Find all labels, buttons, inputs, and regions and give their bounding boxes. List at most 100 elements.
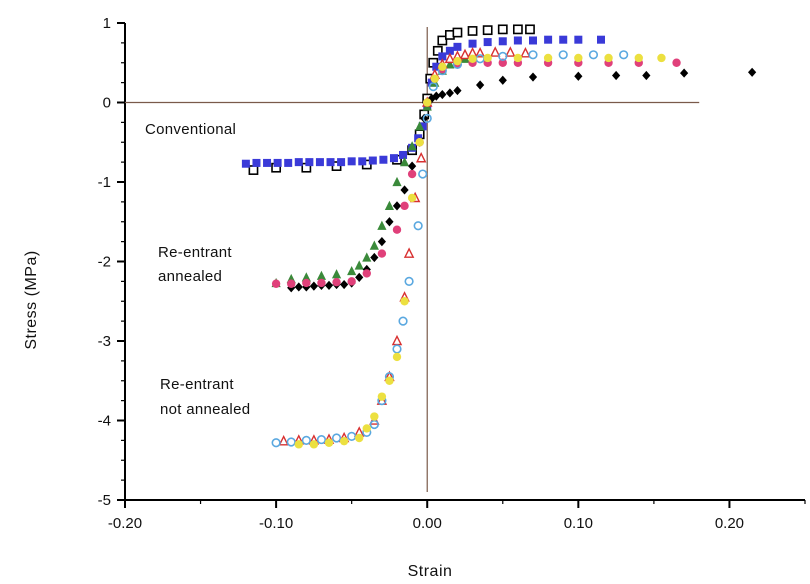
data-point <box>391 334 403 346</box>
data-point <box>574 71 583 81</box>
y-tick-label: -1 <box>98 174 111 191</box>
data-point <box>273 158 282 167</box>
data-point <box>377 249 387 258</box>
data-point <box>369 240 379 250</box>
data-point <box>404 276 414 286</box>
data-point <box>317 278 326 288</box>
data-point <box>324 438 334 447</box>
data-point <box>459 48 471 60</box>
data-point <box>497 24 508 35</box>
x-tick-label: 0.10 <box>564 515 593 532</box>
data-point <box>672 58 681 67</box>
data-point <box>400 297 409 306</box>
data-point <box>331 433 342 443</box>
data-point <box>574 35 583 44</box>
data-point <box>680 68 689 78</box>
data-point <box>748 67 757 77</box>
data-point <box>597 35 605 44</box>
annotation-reentrant-annealed-line2: annealed <box>158 268 222 285</box>
data-point <box>326 158 335 167</box>
data-point <box>301 435 311 445</box>
data-point <box>430 74 439 83</box>
data-point <box>278 435 289 446</box>
data-point <box>315 158 324 167</box>
data-point <box>392 344 402 354</box>
data-point <box>362 269 371 278</box>
data-point <box>476 80 485 90</box>
data-point <box>438 62 447 71</box>
data-point <box>309 281 318 291</box>
data-point <box>398 316 408 326</box>
data-point <box>337 158 346 167</box>
annotation-conventional: Conventional <box>145 121 236 138</box>
y-tick-label: -5 <box>98 492 111 509</box>
data-point <box>543 53 553 63</box>
data-point <box>558 50 568 60</box>
data-point <box>423 98 432 107</box>
data-point <box>513 36 522 45</box>
data-point <box>483 53 492 63</box>
data-point <box>362 424 371 433</box>
data-point <box>294 440 303 449</box>
data-point <box>252 158 261 167</box>
annotation-reentrant-not-annealed-line1: Re-entrant <box>160 376 234 393</box>
annotation-reentrant-annealed-line1: Re-entrant <box>158 244 232 261</box>
data-point <box>271 279 281 288</box>
x-tick-label: -0.20 <box>108 515 142 532</box>
data-point <box>284 158 293 167</box>
data-point <box>428 81 438 92</box>
data-point <box>498 51 508 61</box>
data-point <box>368 156 377 165</box>
data-point <box>415 121 425 131</box>
series-6-open-circle <box>271 50 629 448</box>
data-point <box>604 53 613 63</box>
data-point <box>309 440 319 449</box>
data-point <box>438 52 447 61</box>
data-point <box>414 134 423 143</box>
data-point <box>407 193 417 203</box>
data-point <box>263 158 272 167</box>
series-0-open-square <box>248 24 535 175</box>
data-point <box>520 47 531 58</box>
data-point <box>407 141 417 151</box>
data-point <box>316 434 327 445</box>
data-point <box>392 352 402 362</box>
series-3-filled-diamond <box>287 67 757 293</box>
data-point <box>399 157 410 167</box>
data-point <box>525 24 535 35</box>
data-point <box>403 247 415 258</box>
data-point <box>294 282 303 292</box>
data-point <box>452 27 463 38</box>
data-point <box>340 279 349 290</box>
data-point <box>362 252 372 262</box>
data-point <box>528 72 538 82</box>
data-point <box>331 269 342 279</box>
data-point <box>286 437 296 447</box>
data-point <box>559 35 568 44</box>
tick-labels: 1 0 -1 -2 -3 -4 -5 -0.20 -0.10 0.00 0.10 0.20 <box>98 15 744 532</box>
data-point <box>408 161 417 171</box>
data-point <box>271 438 281 448</box>
data-point <box>377 220 387 230</box>
x-tick-label: 0.20 <box>715 515 744 532</box>
data-point <box>453 85 462 96</box>
data-point <box>392 225 402 234</box>
ticks <box>117 22 806 508</box>
data-point <box>385 217 394 227</box>
data-point <box>445 46 454 55</box>
y-tick-label: -2 <box>98 254 111 271</box>
data-point <box>612 70 621 81</box>
data-point <box>619 50 629 60</box>
y-tick-label: 1 <box>103 15 111 32</box>
data-point <box>301 272 311 282</box>
data-point <box>377 392 387 401</box>
data-point <box>529 36 537 45</box>
data-point <box>248 165 259 175</box>
axes-frame <box>124 23 805 501</box>
data-point <box>324 280 334 290</box>
data-point <box>302 278 311 288</box>
data-point <box>483 38 492 47</box>
data-point <box>241 159 250 168</box>
data-point <box>413 221 423 231</box>
